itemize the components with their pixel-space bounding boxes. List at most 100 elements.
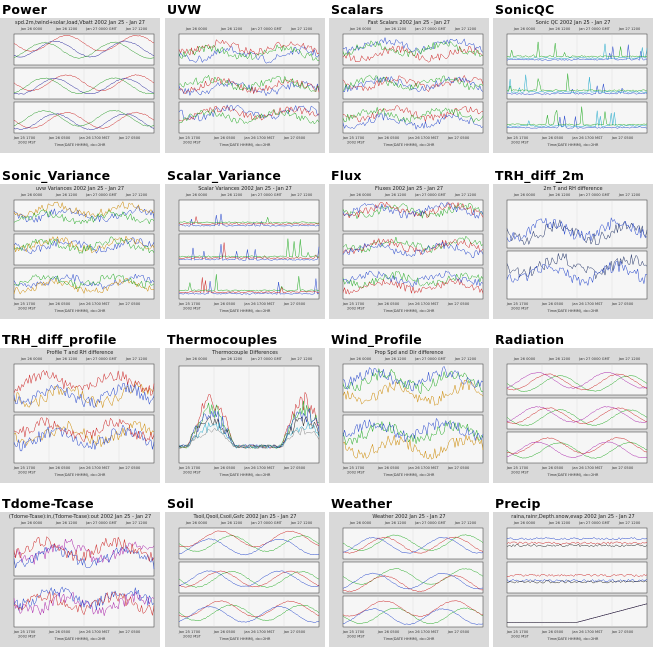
top-tick-label: Jan 26 1200 bbox=[384, 27, 407, 31]
year-label: 2002 MST bbox=[18, 141, 37, 145]
series-line bbox=[178, 103, 320, 122]
panel-precip: Precip raina,rainr,Depth.snow,evap 2002 J… bbox=[493, 496, 655, 651]
plot-frame: Scalar Variances 2002 Jan 25 - Jan 27 Jan… bbox=[165, 184, 325, 319]
top-tick-label: Jan 27 1200 bbox=[125, 357, 148, 361]
panel-scalars: Scalars Fast Scalars 2002 Jan 25 - Jan 27… bbox=[329, 2, 491, 157]
year-label: 2002 MST bbox=[18, 307, 37, 311]
series-line bbox=[506, 442, 648, 459]
time-axis-label: Time(DATE HHMM), dx=2HR bbox=[547, 309, 599, 313]
series-line bbox=[178, 530, 320, 548]
series-line bbox=[178, 416, 320, 449]
top-tick-label: Jan 27 0000 GMT bbox=[250, 521, 283, 525]
series-line bbox=[178, 105, 320, 122]
plot-svg: raina,rainr,Depth.snow,evap 2002 Jan 25 … bbox=[506, 514, 648, 641]
series-line bbox=[178, 277, 320, 294]
bottom-tick-label: Jan 27 0500 bbox=[611, 466, 634, 470]
time-axis-label: Time(DATE HHMM), dx=2HR bbox=[219, 637, 271, 641]
series-line bbox=[342, 435, 484, 460]
series-line bbox=[506, 573, 648, 577]
time-axis-label: Time(DATE HHMM), dx=2HR bbox=[383, 473, 435, 477]
bottom-tick-label: Jan 27 0500 bbox=[447, 136, 470, 140]
series-line bbox=[342, 105, 484, 123]
series-line bbox=[342, 536, 484, 554]
series-line bbox=[342, 380, 484, 406]
time-axis-label: Time(DATE HHMM), dx=2HR bbox=[383, 309, 435, 313]
top-tick-label: Jan 26 0000 bbox=[185, 357, 208, 361]
panel-title: Flux bbox=[331, 168, 362, 183]
top-tick-label: Jan 27 0000 GMT bbox=[85, 193, 118, 197]
series-line bbox=[506, 43, 648, 60]
bottom-tick-label: Jan 25 1700 bbox=[342, 630, 365, 634]
series-line bbox=[342, 235, 484, 253]
time-axis-label: Time(DATE HHMM), dx=2HR bbox=[547, 143, 599, 147]
bottom-tick-label: Jan 26 1700 MST bbox=[78, 630, 110, 634]
plot-frame: 2m T and RH difference Jan 26 0000 Jan 26 … bbox=[493, 184, 653, 319]
year-label: 2002 MST bbox=[18, 471, 37, 475]
series-line bbox=[178, 427, 320, 449]
top-tick-label: Jan 26 0000 bbox=[20, 193, 43, 197]
panel-title: Tdome-Tcase bbox=[2, 496, 94, 511]
bottom-tick-label: Jan 25 1700 bbox=[342, 466, 365, 470]
series-line bbox=[178, 535, 320, 552]
series-line bbox=[506, 406, 648, 423]
plot-title: Sonic QC 2002 Jan 25 - Jan 27 bbox=[536, 20, 611, 26]
series-line bbox=[178, 216, 320, 224]
bottom-tick-label: Jan 26 1700 MST bbox=[571, 136, 603, 140]
time-axis-label: Time(DATE HHMM), dx=2HR bbox=[54, 637, 106, 641]
bottom-tick-label: Jan 26 1700 MST bbox=[243, 466, 275, 470]
series-line bbox=[506, 441, 648, 458]
bottom-tick-label: Jan 26 1700 MST bbox=[243, 136, 275, 140]
top-tick-label: Jan 27 0000 GMT bbox=[250, 27, 283, 31]
bottom-tick-label: Jan 26 1700 MST bbox=[407, 302, 439, 306]
bottom-tick-label: Jan 26 1700 MST bbox=[243, 630, 275, 634]
series-line bbox=[506, 407, 648, 424]
top-tick-label: Jan 27 0000 GMT bbox=[414, 357, 447, 361]
top-tick-label: Jan 27 1200 bbox=[618, 193, 641, 197]
time-axis-label: Time(DATE HHMM), dx=2HR bbox=[219, 473, 271, 477]
series-line bbox=[13, 273, 155, 290]
plot-frame: Fluxes 2002 Jan 25 - Jan 27 Jan 26 0000 Ja… bbox=[329, 184, 489, 319]
top-tick-label: Jan 26 1200 bbox=[55, 357, 78, 361]
top-tick-label: Jan 27 1200 bbox=[125, 27, 148, 31]
series-line bbox=[13, 420, 155, 447]
top-tick-label: Jan 26 0000 bbox=[185, 27, 208, 31]
series-line bbox=[178, 242, 320, 260]
plot-title: raina,rainr,Depth.snow,evap 2002 Jan 25 … bbox=[511, 514, 634, 520]
top-tick-label: Jan 26 0000 bbox=[513, 357, 536, 361]
series-line bbox=[506, 115, 648, 129]
bottom-tick-label: Jan 26 0500 bbox=[213, 466, 236, 470]
bottom-tick-label: Jan 26 1700 MST bbox=[243, 302, 275, 306]
series-line bbox=[13, 381, 155, 408]
series-line bbox=[178, 408, 320, 450]
series-line bbox=[506, 537, 648, 541]
year-label: 2002 MST bbox=[183, 471, 202, 475]
series-line bbox=[507, 603, 648, 623]
top-tick-label: Jan 27 0000 GMT bbox=[578, 357, 611, 361]
plot-frame: Prop Spd and Dir difference Jan 26 0000 Ja… bbox=[329, 348, 489, 483]
panel-sonic-variance: Sonic_Variance uvw Variances 2002 Jan 25 … bbox=[0, 168, 162, 323]
top-tick-label: Jan 26 1200 bbox=[55, 27, 78, 31]
series-line bbox=[13, 111, 155, 129]
year-label: 2002 MST bbox=[347, 635, 366, 639]
bottom-tick-label: Jan 27 0500 bbox=[118, 630, 141, 634]
panel-weather: Weather Weather 2002 Jan 25 - Jan 27 Jan 2… bbox=[329, 496, 491, 651]
top-tick-label: Jan 26 0000 bbox=[185, 521, 208, 525]
bottom-tick-label: Jan 26 0500 bbox=[213, 136, 236, 140]
bottom-tick-label: Jan 26 0500 bbox=[377, 136, 400, 140]
series-line bbox=[342, 568, 484, 585]
top-tick-label: Jan 26 1200 bbox=[384, 521, 407, 525]
bottom-tick-label: Jan 26 0500 bbox=[213, 630, 236, 634]
panel-title: TRH_diff_profile bbox=[2, 332, 117, 347]
top-tick-label: Jan 27 1200 bbox=[454, 521, 477, 525]
panel-title: Scalar_Variance bbox=[167, 168, 282, 183]
series-line bbox=[13, 382, 155, 408]
bottom-tick-label: Jan 26 1700 MST bbox=[78, 466, 110, 470]
bottom-tick-label: Jan 27 0500 bbox=[611, 630, 634, 634]
series-line bbox=[506, 216, 648, 242]
series-line bbox=[178, 604, 320, 621]
bottom-tick-label: Jan 26 1700 MST bbox=[407, 630, 439, 634]
bottom-tick-label: Jan 26 0500 bbox=[541, 466, 564, 470]
series-line bbox=[178, 216, 320, 226]
series-line bbox=[342, 74, 484, 93]
